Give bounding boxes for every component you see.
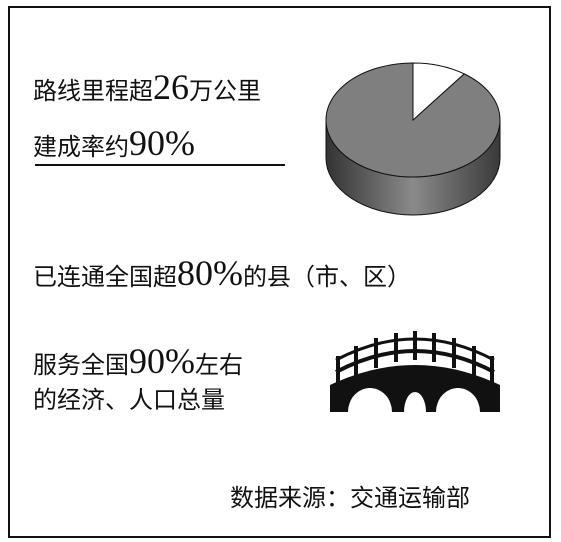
pie-chart — [325, 62, 501, 216]
text-line: 路线里程超26万公里 — [33, 66, 261, 108]
text-line: 服务全国90%左右 — [33, 340, 243, 382]
text: 路线里程超 — [33, 77, 153, 105]
highlight-number: 26 — [153, 67, 189, 107]
text: 的县（市、区） — [243, 263, 411, 291]
text: 左右 — [195, 351, 243, 379]
bridge-icon — [330, 331, 500, 412]
highlight-number: 80% — [177, 253, 243, 293]
pie-slice — [412, 62, 466, 122]
text: 万公里 — [189, 77, 261, 105]
text: 已连通全国超 — [33, 263, 177, 291]
text-line: 建成率约90% — [33, 122, 195, 164]
highlight-number: 90% — [129, 341, 195, 381]
text: 服务全国 — [33, 351, 129, 379]
source: 数据来源：交通运输部 — [230, 484, 470, 512]
frame — [8, 6, 551, 538]
text: 的经济、人口总量 — [33, 386, 225, 414]
text: 建成率约 — [33, 133, 129, 161]
text-line: 已连通全国超80%的县（市、区） — [33, 252, 411, 294]
underline — [35, 164, 285, 166]
text-line: 的经济、人口总量 — [33, 380, 225, 415]
highlight-number: 90% — [129, 123, 195, 163]
